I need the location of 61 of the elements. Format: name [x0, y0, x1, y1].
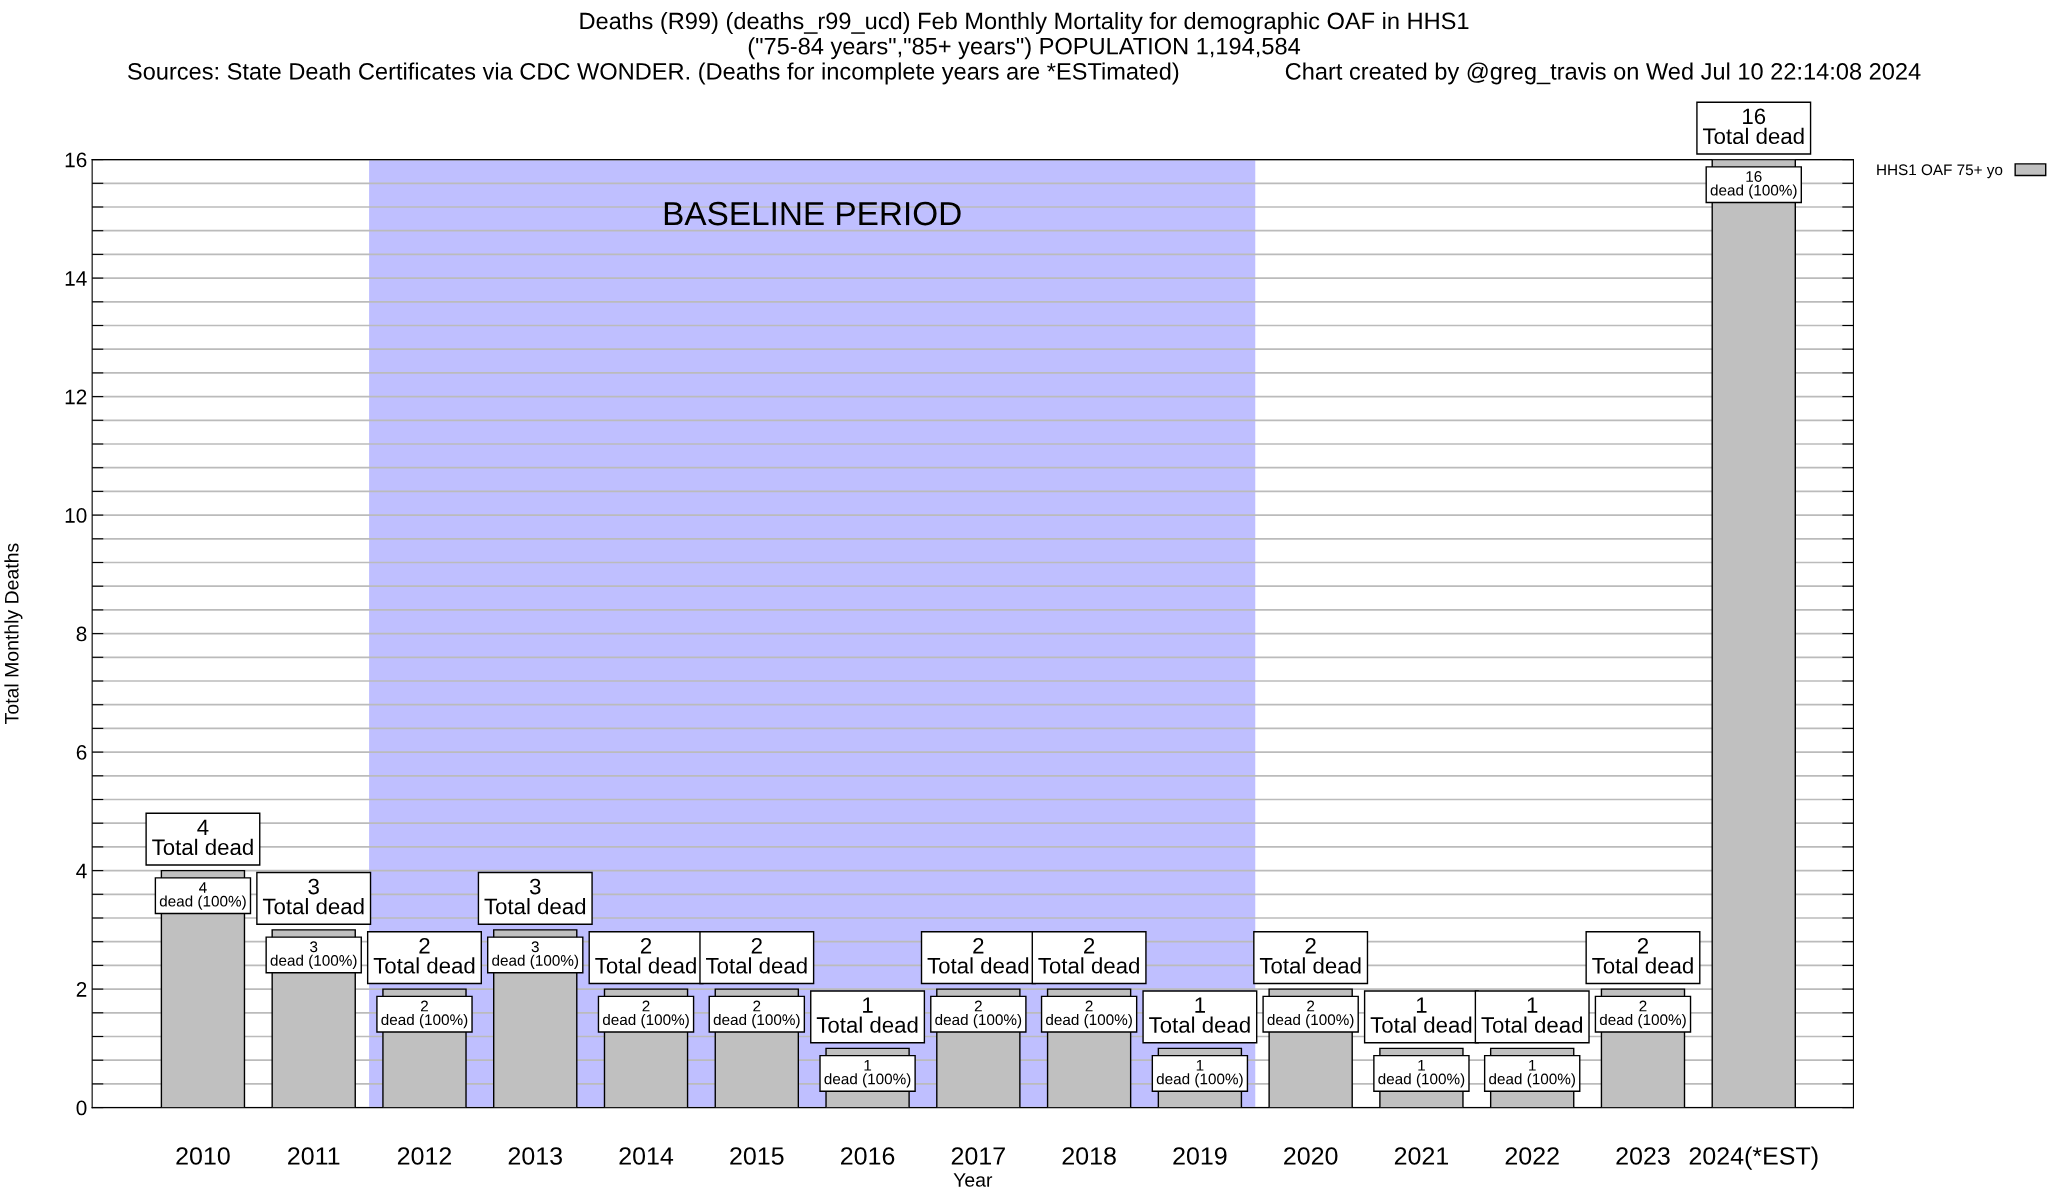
y-axis-title: Total Monthly Deaths [4, 543, 23, 724]
annotation: 1 dead (100%) [1489, 1060, 1575, 1088]
data-label: 4 Total dead [152, 819, 253, 856]
y-tick-label: 4 [76, 863, 87, 879]
chart-title: Deaths (R99) (deaths_r99_ucd) Feb Monthly Mortality for demographic OAF in HHS1 [580, 12, 1469, 35]
x-tick-label: 2010 [176, 1147, 230, 1165]
x-tick-label: 2022 [1505, 1147, 1559, 1165]
x-axis-title: Year [953, 1173, 993, 1187]
data-label: 2 Total dead [1592, 937, 1693, 974]
x-tick-label: 2012 [397, 1147, 452, 1165]
y-tick-label: 10 [65, 508, 87, 523]
band-label: BASELINE PERIOD [664, 201, 961, 226]
y-tick-label: 16 [65, 152, 87, 168]
annotation: 2 dead (100%) [1599, 1000, 1686, 1029]
x-tick-label: 2014 [619, 1147, 674, 1165]
y-tick-label: 0 [76, 1100, 87, 1116]
annotation: 2 dead (100%) [602, 1000, 689, 1029]
data-label: 2 Total dead [706, 937, 807, 974]
annotation: 1 dead (100%) [1156, 1060, 1243, 1088]
data-label: 1 Total dead [1370, 997, 1472, 1033]
x-tick-label: 2016 [841, 1147, 895, 1165]
annotation: 3 dead (100%) [492, 941, 579, 969]
annotation: 4 dead (100%) [159, 882, 246, 910]
annotation: 2 dead (100%) [1267, 1000, 1354, 1029]
x-tick-label: 2013 [508, 1147, 562, 1165]
y-tick-label: 2 [76, 982, 87, 997]
data-label: 3 Total dead [484, 878, 586, 915]
source-note: Sources: State Death Certificates via CDC WONDER. (Deaths for incomplete years are *ESTimated) Chart created by @greg_travis on Wed Jul 10 22:14:08 2024 [127, 62, 1921, 85]
data-label: 2 Total dead [1038, 937, 1139, 974]
x-tick-label: 2020 [1284, 1147, 1338, 1165]
y-tick-label: 8 [76, 626, 87, 642]
annotation: 1 dead (100%) [824, 1060, 911, 1088]
data-label: 1 Total dead [816, 997, 918, 1033]
legend-label: HHS1 OAF 75+ yo [1877, 164, 2003, 179]
y-tick-label: 14 [65, 271, 87, 286]
chart-subtitle: ("75-84 years","85+ years") POPULATION 1,194,584 [748, 37, 1301, 60]
data-label: 3 Total dead [262, 878, 364, 915]
annotation: 3 dead (100%) [270, 941, 357, 969]
data-label: 2 Total dead [595, 937, 696, 974]
annotation: 16 dead (100%) [1710, 171, 1797, 199]
y-tick-label: 12 [65, 389, 87, 405]
y-tick-label: 6 [76, 745, 87, 760]
data-label: 1 Total dead [1149, 997, 1250, 1033]
annotation: 1 dead (100%) [1378, 1060, 1465, 1088]
data-label: 2 Total dead [373, 937, 475, 974]
annotation: 2 dead (100%) [935, 1000, 1022, 1029]
x-tick-label: 2018 [1062, 1147, 1116, 1165]
x-tick-label: 2021 [1394, 1147, 1449, 1165]
annotation: 2 dead (100%) [381, 1000, 468, 1029]
x-tick-label: 2017 [951, 1147, 1005, 1165]
x-tick-label: 2024(*EST) [1689, 1146, 1818, 1170]
data-label: 2 Total dead [1259, 937, 1361, 974]
data-label: 2 Total dead [927, 937, 1029, 974]
annotation: 2 dead (100%) [1046, 1000, 1132, 1029]
x-tick-label: 2023 [1616, 1147, 1670, 1165]
x-tick-label: 2019 [1173, 1147, 1227, 1165]
x-tick-label: 2015 [730, 1147, 784, 1165]
x-tick-label: 2011 [288, 1147, 340, 1165]
annotation: 2 dead (100%) [713, 1000, 800, 1029]
data-label: 1 Total dead [1481, 997, 1583, 1033]
data-label: 16 Total dead [1702, 108, 1804, 145]
